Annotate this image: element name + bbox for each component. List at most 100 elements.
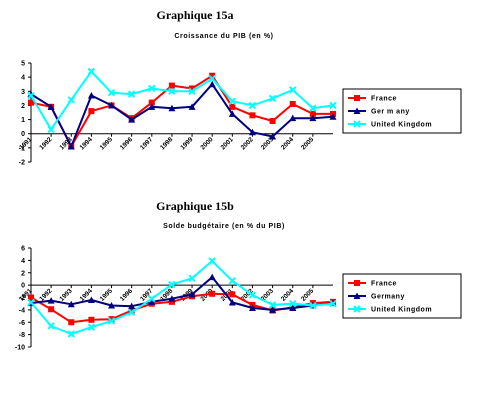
data-point — [289, 114, 297, 122]
chart-15a: Graphique 15a Croissance du PIB (en %) -2 -… — [18, 8, 462, 167]
data-point — [269, 306, 277, 313]
data-point — [168, 87, 176, 95]
data-point — [148, 84, 156, 93]
data-point — [188, 87, 196, 95]
data-point — [68, 319, 75, 326]
y-tick-label: 0 — [21, 283, 25, 290]
x-tick-label: 1993 — [59, 287, 74, 302]
data-point — [269, 117, 276, 124]
data-point — [248, 101, 257, 110]
data-point — [289, 304, 297, 312]
data-point — [329, 101, 337, 110]
legend-label: Germany — [371, 294, 405, 301]
data-point — [88, 108, 95, 115]
y-tick-label: 4 — [21, 258, 25, 265]
legend-label: Ger m any — [371, 109, 410, 116]
x-tick-label: 1996 — [119, 136, 134, 151]
legend-label: France — [371, 96, 397, 103]
data-point — [67, 142, 75, 150]
data-point — [249, 112, 256, 119]
data-point — [67, 96, 75, 104]
y-tick-label: -4 — [19, 307, 25, 314]
data-point — [128, 116, 136, 123]
data-point — [67, 300, 75, 308]
data-point — [87, 92, 95, 99]
data-point — [107, 317, 116, 325]
x-tick-label: 2004 — [280, 287, 295, 302]
data-point — [289, 101, 296, 108]
series-line-0 — [30, 74, 333, 148]
data-point — [209, 72, 216, 79]
data-point — [27, 90, 35, 98]
y-tick-label: 5 — [21, 61, 25, 68]
data-point — [248, 291, 257, 299]
data-point — [269, 133, 277, 140]
data-point — [47, 297, 55, 304]
data-point — [28, 99, 34, 106]
legend-label: United Kingdom — [371, 122, 432, 129]
y-tick-label: 3 — [21, 89, 25, 96]
chart-heading: Graphique 15a — [156, 8, 233, 22]
data-point — [47, 322, 55, 330]
data-point — [48, 306, 55, 313]
data-point — [208, 74, 216, 83]
data-point — [168, 298, 175, 305]
data-point — [148, 103, 156, 110]
data-point — [188, 274, 196, 283]
data-point — [189, 85, 196, 92]
data-point — [107, 88, 116, 97]
data-point — [27, 298, 35, 307]
y-tick-label: 1 — [21, 117, 25, 124]
data-point — [329, 113, 337, 120]
data-point — [268, 94, 277, 103]
x-tick-label: 1995 — [99, 287, 114, 302]
legend-marker — [353, 305, 361, 313]
data-point — [228, 110, 236, 117]
chart-title: Croissance du PIB (en %) — [174, 33, 273, 40]
data-point — [228, 277, 237, 285]
data-point — [108, 316, 115, 323]
x-tick-label: 2004 — [280, 136, 295, 151]
data-point — [228, 298, 236, 306]
x-tick-label: 2001 — [220, 136, 235, 151]
data-point — [148, 295, 156, 303]
data-point — [108, 101, 116, 109]
data-point — [127, 308, 136, 317]
data-point — [87, 296, 95, 303]
chart-15b: Graphique 15b Solde budgétaire (en % du P… — [15, 199, 462, 352]
legend-marker — [354, 95, 360, 101]
x-tick-label: 1996 — [119, 287, 134, 302]
y-tick-label: 6 — [21, 246, 25, 253]
data-point — [47, 125, 55, 134]
data-point — [168, 295, 176, 302]
y-tick-label: 2 — [21, 270, 25, 277]
series-line-2 — [30, 260, 334, 335]
x-tick-label: 2005 — [300, 136, 315, 151]
chart-heading: Graphique 15b — [156, 199, 234, 213]
y-tick-label: 4 — [21, 75, 25, 82]
x-tick-label: 2002 — [240, 136, 255, 151]
x-tick-label: 1992 — [38, 136, 53, 151]
y-tick-label: 0 — [21, 131, 25, 138]
data-point — [229, 103, 236, 110]
data-point — [309, 110, 316, 117]
legend-marker — [354, 280, 360, 286]
data-point — [208, 80, 216, 88]
data-point — [87, 67, 96, 76]
legend-label: France — [371, 281, 397, 288]
x-tick-label: 1995 — [99, 136, 114, 151]
legend-marker — [353, 120, 361, 128]
data-point — [289, 299, 297, 308]
data-point — [148, 99, 155, 106]
data-point — [289, 86, 297, 94]
legend-label: United Kingdom — [371, 307, 432, 314]
data-point — [229, 291, 236, 298]
series-line-2 — [30, 70, 334, 131]
y-tick-label: -8 — [19, 332, 25, 339]
data-point — [248, 304, 256, 312]
data-point — [47, 103, 55, 110]
x-tick-label: 1998 — [159, 136, 174, 151]
series-line-1 — [30, 83, 334, 148]
data-point — [128, 302, 136, 310]
